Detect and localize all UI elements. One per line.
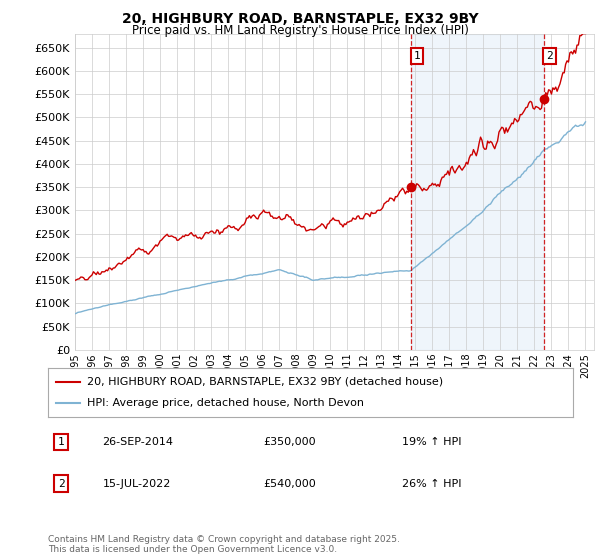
Text: 26-SEP-2014: 26-SEP-2014: [102, 437, 173, 447]
Bar: [411, 34, 544, 350]
Text: 2: 2: [58, 479, 65, 488]
Text: 1: 1: [58, 437, 65, 447]
Text: 15-JUL-2022: 15-JUL-2022: [103, 479, 172, 488]
Text: £540,000: £540,000: [263, 479, 316, 488]
Text: 2: 2: [546, 51, 553, 60]
Text: 26% ↑ HPI: 26% ↑ HPI: [401, 479, 461, 488]
Text: Price paid vs. HM Land Registry's House Price Index (HPI): Price paid vs. HM Land Registry's House …: [131, 24, 469, 36]
Text: HPI: Average price, detached house, North Devon: HPI: Average price, detached house, Nort…: [88, 398, 364, 408]
Text: £350,000: £350,000: [263, 437, 316, 447]
Text: 19% ↑ HPI: 19% ↑ HPI: [401, 437, 461, 447]
Text: 20, HIGHBURY ROAD, BARNSTAPLE, EX32 9BY (detached house): 20, HIGHBURY ROAD, BARNSTAPLE, EX32 9BY …: [88, 377, 443, 387]
Text: 1: 1: [413, 51, 420, 60]
Text: 20, HIGHBURY ROAD, BARNSTAPLE, EX32 9BY: 20, HIGHBURY ROAD, BARNSTAPLE, EX32 9BY: [122, 12, 478, 26]
Text: Contains HM Land Registry data © Crown copyright and database right 2025.
This d: Contains HM Land Registry data © Crown c…: [48, 535, 400, 554]
